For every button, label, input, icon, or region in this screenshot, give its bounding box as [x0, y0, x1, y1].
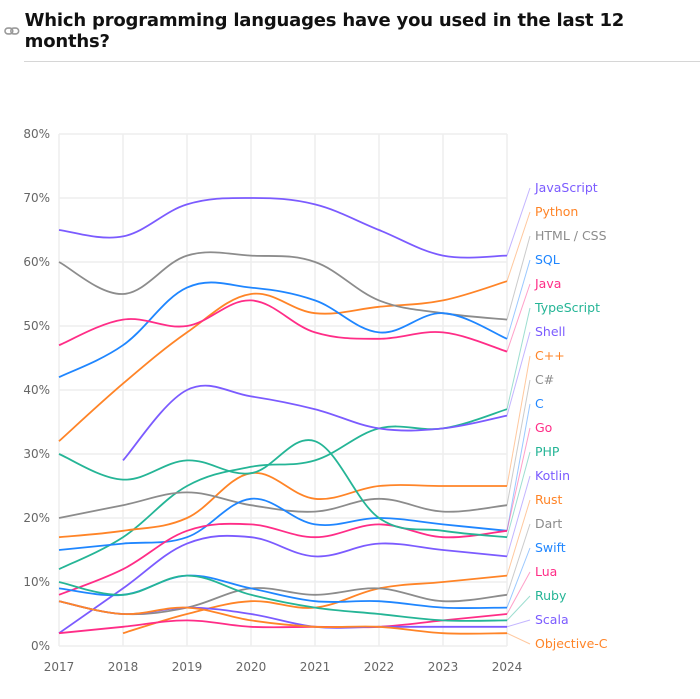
page-title: Which programming languages have you use… [24, 10, 625, 52]
x-tick-label: 2023 [428, 660, 459, 674]
series-label-html-css: HTML / CSS [535, 228, 607, 243]
series-line-c- [58, 472, 507, 539]
y-tick-label: 60% [23, 255, 50, 269]
label-connector-sql [506, 259, 531, 339]
series-label-python: Python [535, 204, 578, 219]
series-label-c: C [535, 396, 544, 411]
series-label-objective-c: Objective-C [535, 636, 608, 651]
series-line-c- [58, 491, 508, 519]
y-tick-label: 80% [23, 127, 50, 141]
label-connector-lua [506, 571, 531, 615]
series-label-c-: C++ [535, 348, 565, 363]
label-connector-rust [506, 499, 531, 576]
series-line-lua [58, 613, 508, 635]
series-label-go: Go [535, 420, 552, 435]
series-label-scala: Scala [535, 612, 569, 627]
series-line-python [58, 280, 508, 442]
series-label-java: Java [534, 276, 561, 291]
y-tick-label: 20% [23, 511, 50, 525]
label-connector-kotlin [506, 475, 531, 557]
x-tick-label: 2018 [108, 660, 139, 674]
x-tick-label: 2017 [44, 660, 75, 674]
x-tick-label: 2019 [172, 660, 203, 674]
label-connector-c- [506, 379, 531, 506]
y-tick-label: 0% [31, 639, 50, 653]
y-tick-label: 10% [23, 575, 50, 589]
chart-header: Which programming languages have you use… [4, 10, 700, 52]
label-connector-dart [506, 523, 531, 595]
series-line-c [58, 497, 508, 551]
series-line-kotlin [58, 534, 508, 634]
label-connector-scala [506, 619, 531, 628]
label-connector-c [506, 403, 531, 531]
label-connector-c- [506, 355, 531, 487]
series-line-sql [58, 281, 508, 379]
label-connector-objective-c [506, 632, 531, 645]
label-connector-php [506, 451, 531, 538]
series-label-php: PHP [535, 444, 560, 459]
series-line-javascript [58, 197, 508, 259]
label-connector-java [506, 283, 531, 352]
label-connector-go [506, 427, 531, 531]
series-label-rust: Rust [535, 492, 563, 507]
series-label-lua: Lua [535, 564, 557, 579]
link-icon[interactable] [4, 23, 20, 39]
label-connector-ruby [506, 595, 531, 621]
series-label-c-: C# [535, 372, 554, 387]
series-line-typescript [58, 408, 508, 571]
series-line-swift [58, 574, 508, 610]
series-line-html-css [58, 251, 508, 321]
series-line-go [58, 522, 508, 596]
series-label-swift: Swift [535, 540, 566, 555]
series-label-kotlin: Kotlin [535, 468, 570, 483]
label-connector-typescript [506, 307, 531, 410]
label-connector-html-css [506, 235, 531, 320]
divider [24, 61, 700, 62]
series-label-typescript: TypeScript [534, 300, 600, 315]
series-line-ruby [58, 574, 508, 622]
label-connector-swift [506, 547, 531, 608]
x-tick-label: 2020 [236, 660, 267, 674]
series-line-objective-c [58, 600, 508, 635]
series-label-dart: Dart [535, 516, 562, 531]
y-tick-label: 40% [23, 383, 50, 397]
series-label-sql: SQL [535, 252, 560, 267]
series-label-shell: Shell [535, 324, 566, 339]
y-tick-label: 70% [23, 191, 50, 205]
y-tick-label: 50% [23, 319, 50, 333]
label-connector-python [506, 211, 531, 282]
label-connector-javascript [506, 187, 531, 256]
label-connector-shell [506, 331, 531, 416]
series-line-php [58, 439, 508, 539]
x-tick-label: 2022 [364, 660, 395, 674]
series-label-javascript: JavaScript [534, 180, 598, 195]
y-tick-label: 30% [23, 447, 50, 461]
x-tick-label: 2024 [492, 660, 523, 674]
x-tick-label: 2021 [300, 660, 331, 674]
series-label-ruby: Ruby [535, 588, 567, 603]
series-line-shell [122, 384, 508, 462]
series-line-java [58, 299, 508, 353]
